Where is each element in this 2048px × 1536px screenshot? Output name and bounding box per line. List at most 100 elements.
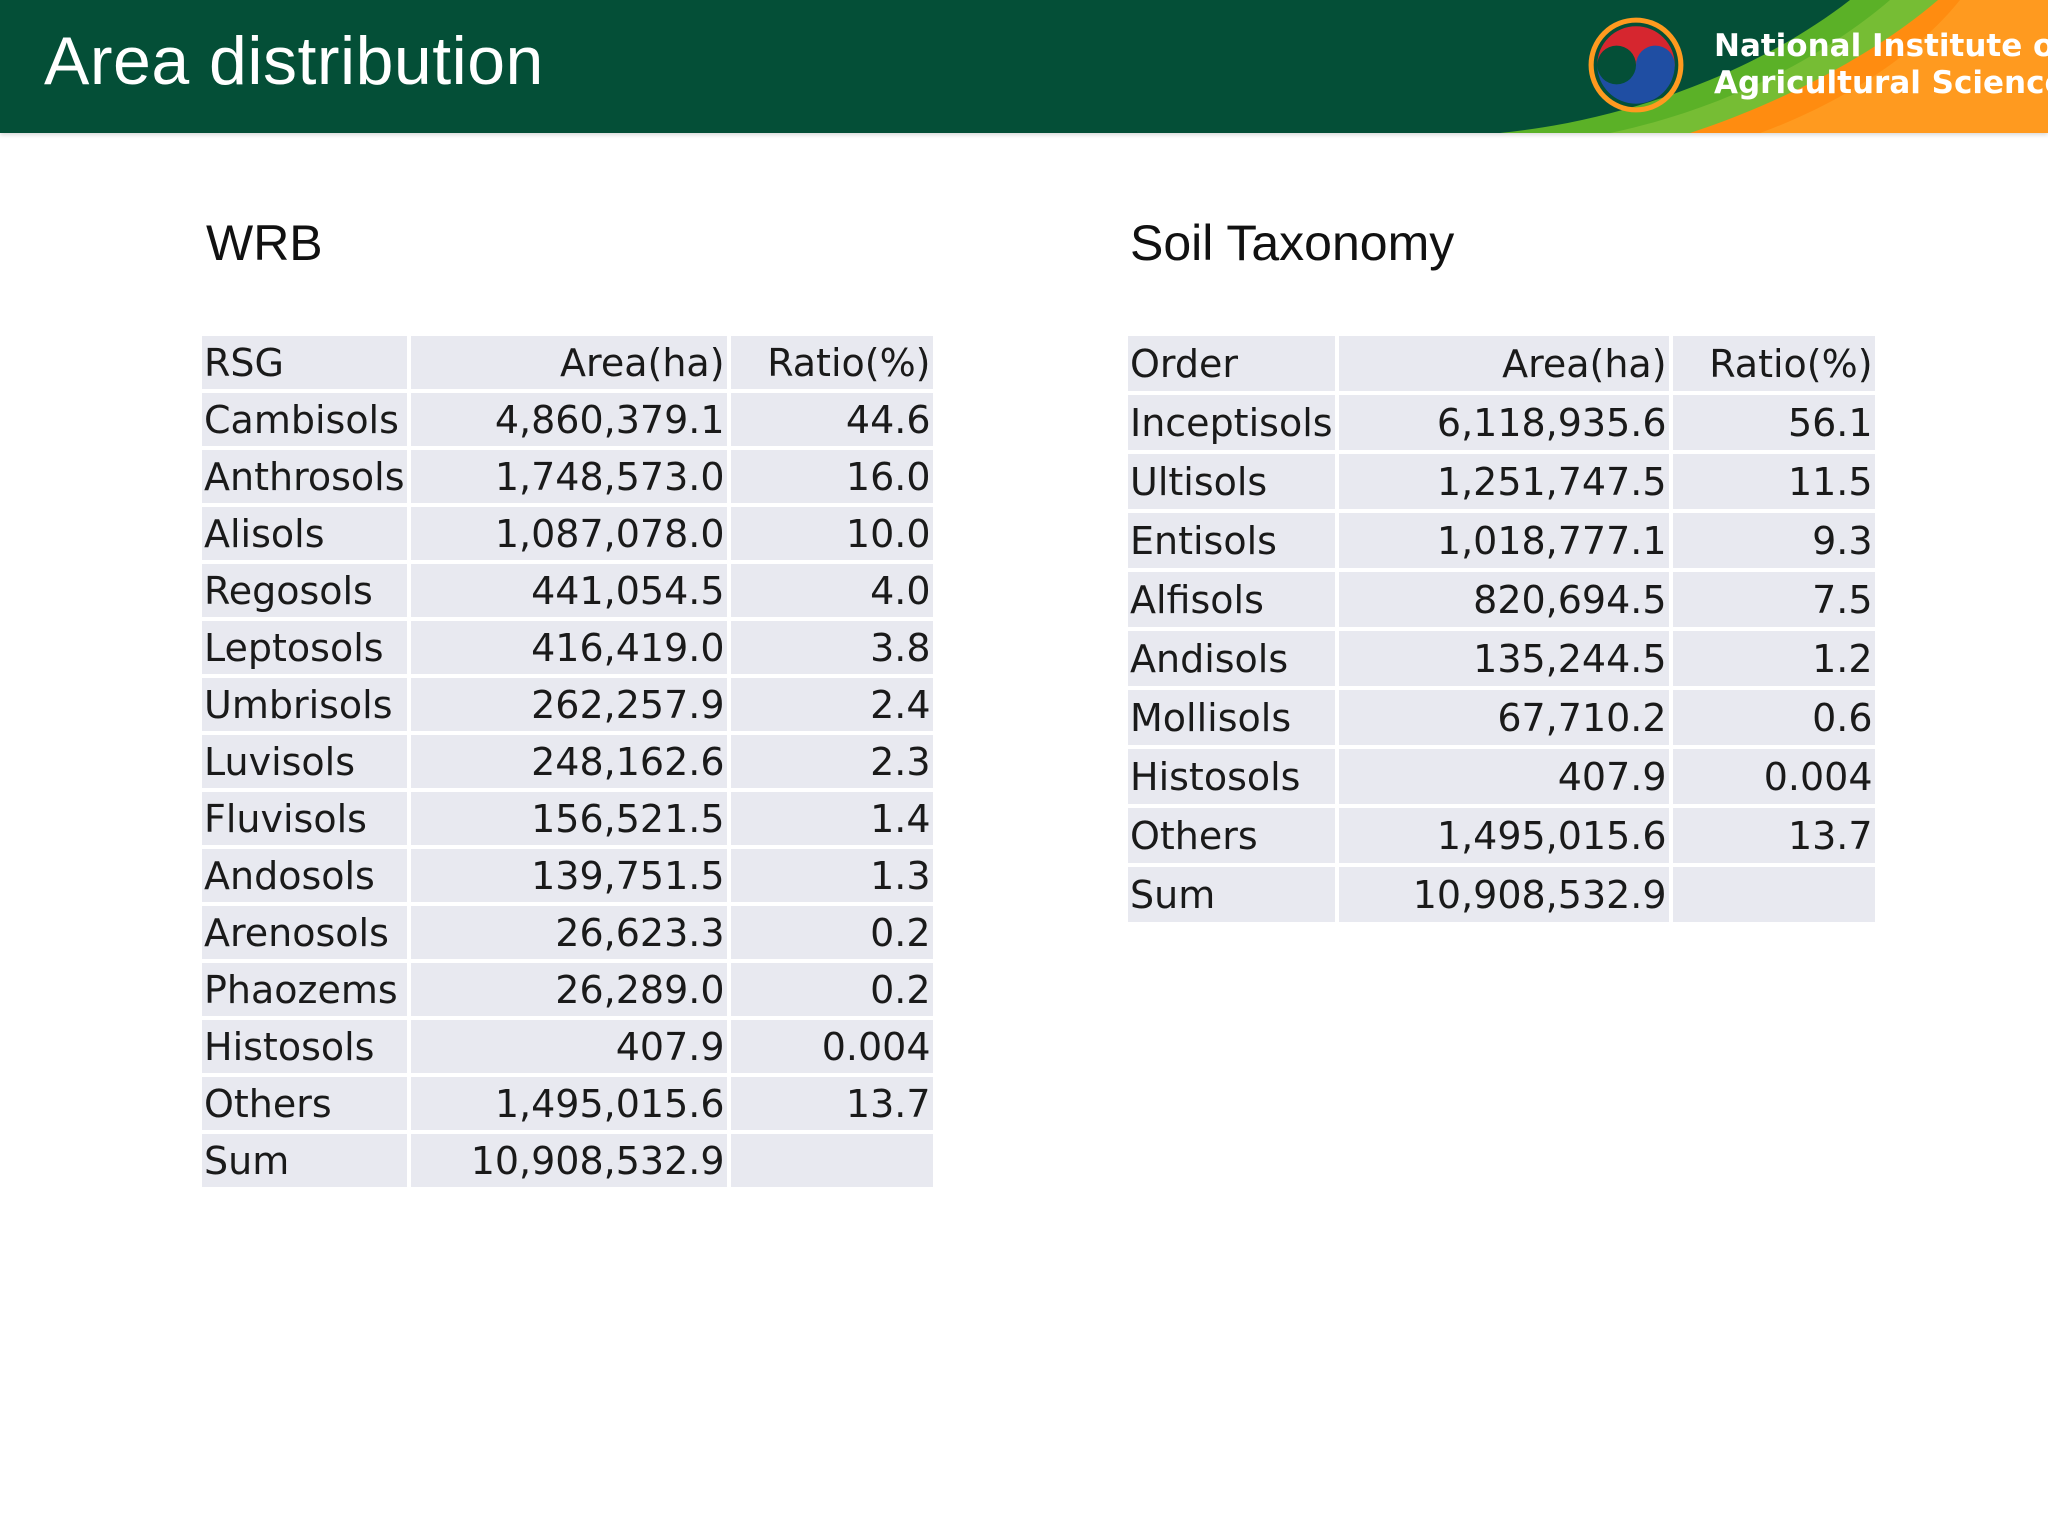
wrb-cell: 1,495,015.6 xyxy=(406,1073,731,1134)
wrb-cell: 4,860,379.1 xyxy=(406,389,731,450)
soil-taxonomy-cell: Others xyxy=(1124,804,1339,867)
wrb-cell: Others xyxy=(198,1073,411,1134)
wrb-cell: 1,087,078.0 xyxy=(406,503,731,564)
soil-taxonomy-cell: 1,251,747.5 xyxy=(1334,450,1673,513)
taegeuk-logo-icon xyxy=(1588,17,1684,113)
wrb-table: RSG Area(ha) Ratio(%) Cambisols 4,860,379.1 4… xyxy=(198,332,937,1191)
wrb-cell: Regosols xyxy=(198,560,411,621)
wrb-cell: Phaozems xyxy=(198,959,411,1020)
wrb-row: Luvisols 248,162.6 2.3 xyxy=(198,731,937,792)
soil-taxonomy-cell: 1.2 xyxy=(1668,627,1879,690)
soil-taxonomy-cell: Mollisols xyxy=(1124,686,1339,749)
wrb-row: Anthrosols 1,748,573.0 16.0 xyxy=(198,446,937,507)
wrb-column-header: Area(ha) xyxy=(406,332,731,393)
soil-taxonomy-cell: 56.1 xyxy=(1668,391,1879,454)
wrb-cell: Cambisols xyxy=(198,389,411,450)
wrb-cell: 248,162.6 xyxy=(406,731,731,792)
soil-taxonomy-cell: Alfisols xyxy=(1124,568,1339,631)
wrb-row: Sum 10,908,532.9 xyxy=(198,1130,937,1191)
soil-taxonomy-cell: 135,244.5 xyxy=(1334,627,1673,690)
wrb-cell: 2.3 xyxy=(726,731,937,792)
wrb-cell: 26,289.0 xyxy=(406,959,731,1020)
wrb-cell: Arenosols xyxy=(198,902,411,963)
wrb-cell: 3.8 xyxy=(726,617,937,678)
soil-taxonomy-cell: Entisols xyxy=(1124,509,1339,572)
soil-taxonomy-cell: 820,694.5 xyxy=(1334,568,1673,631)
wrb-column-header: RSG xyxy=(198,332,411,393)
soil-taxonomy-row: Sum 10,908,532.9 xyxy=(1124,863,1879,926)
wrb-cell: 44.6 xyxy=(726,389,937,450)
wrb-cell: 1.4 xyxy=(726,788,937,849)
wrb-cell: 0.2 xyxy=(726,959,937,1020)
soil-taxonomy-cell: Ultisols xyxy=(1124,450,1339,513)
wrb-row: Alisols 1,087,078.0 10.0 xyxy=(198,503,937,564)
soil-taxonomy-cell: 0.004 xyxy=(1668,745,1879,808)
wrb-cell: Histosols xyxy=(198,1016,411,1077)
wrb-cell: 262,257.9 xyxy=(406,674,731,735)
wrb-cell: 4.0 xyxy=(726,560,937,621)
soil-taxonomy-cell: 9.3 xyxy=(1668,509,1879,572)
wrb-cell: 0.004 xyxy=(726,1016,937,1077)
soil-taxonomy-cell: Histosols xyxy=(1124,745,1339,808)
wrb-cell: 441,054.5 xyxy=(406,560,731,621)
soil-taxonomy-cell: 6,118,935.6 xyxy=(1334,391,1673,454)
wrb-cell: 139,751.5 xyxy=(406,845,731,906)
wrb-section-title: WRB xyxy=(206,215,323,271)
header-swoosh-graphic xyxy=(1500,0,2048,133)
soil-taxonomy-cell: 0.6 xyxy=(1668,686,1879,749)
wrb-row: Fluvisols 156,521.5 1.4 xyxy=(198,788,937,849)
wrb-row: Leptosols 416,419.0 3.8 xyxy=(198,617,937,678)
slide-title: Area distribution xyxy=(44,23,544,99)
soil-taxonomy-header-row: Order Area(ha) Ratio(%) xyxy=(1124,332,1879,395)
wrb-cell: Luvisols xyxy=(198,731,411,792)
wrb-header-row: RSG Area(ha) Ratio(%) xyxy=(198,332,937,393)
wrb-cell: 10.0 xyxy=(726,503,937,564)
wrb-row: Umbrisols 262,257.9 2.4 xyxy=(198,674,937,735)
wrb-row: Histosols 407.9 0.004 xyxy=(198,1016,937,1077)
institute-name-line1: National Institute of xyxy=(1714,28,2048,64)
wrb-cell: 1,748,573.0 xyxy=(406,446,731,507)
soil-taxonomy-cell: 407.9 xyxy=(1334,745,1673,808)
soil-taxonomy-row: Entisols 1,018,777.1 9.3 xyxy=(1124,509,1879,572)
soil-taxonomy-row: Alfisols 820,694.5 7.5 xyxy=(1124,568,1879,631)
wrb-cell: Leptosols xyxy=(198,617,411,678)
wrb-cell: 416,419.0 xyxy=(406,617,731,678)
institute-name-line2: Agricultural Sciences xyxy=(1714,65,2048,101)
wrb-row: Arenosols 26,623.3 0.2 xyxy=(198,902,937,963)
soil-taxonomy-table: Order Area(ha) Ratio(%) Inceptisols 6,118,93… xyxy=(1124,332,1879,926)
institute-name: National Institute of Agricultural Scien… xyxy=(1714,28,2048,102)
wrb-cell: Alisols xyxy=(198,503,411,564)
wrb-cell: 13.7 xyxy=(726,1073,937,1134)
wrb-column-header: Ratio(%) xyxy=(726,332,937,393)
wrb-cell: 10,908,532.9 xyxy=(406,1130,731,1191)
wrb-cell: 2.4 xyxy=(726,674,937,735)
wrb-cell: Sum xyxy=(198,1130,411,1191)
soil-taxonomy-cell: 67,710.2 xyxy=(1334,686,1673,749)
wrb-row: Phaozems 26,289.0 0.2 xyxy=(198,959,937,1020)
soil-taxonomy-cell: 7.5 xyxy=(1668,568,1879,631)
wrb-cell: 26,623.3 xyxy=(406,902,731,963)
soil-taxonomy-row: Histosols 407.9 0.004 xyxy=(1124,745,1879,808)
wrb-cell: 16.0 xyxy=(726,446,937,507)
soil-taxonomy-row: Others 1,495,015.6 13.7 xyxy=(1124,804,1879,867)
soil-taxonomy-row: Mollisols 67,710.2 0.6 xyxy=(1124,686,1879,749)
wrb-cell: Andosols xyxy=(198,845,411,906)
soil-taxonomy-cell: 10,908,532.9 xyxy=(1334,863,1673,926)
soil-taxonomy-cell: 13.7 xyxy=(1668,804,1879,867)
wrb-cell: 0.2 xyxy=(726,902,937,963)
wrb-row: Regosols 441,054.5 4.0 xyxy=(198,560,937,621)
soil-taxonomy-column-header: Area(ha) xyxy=(1334,332,1673,395)
soil-taxonomy-cell xyxy=(1668,863,1879,926)
soil-taxonomy-cell: 1,018,777.1 xyxy=(1334,509,1673,572)
wrb-cell: 1.3 xyxy=(726,845,937,906)
soil-taxonomy-section-title: Soil Taxonomy xyxy=(1130,215,1455,271)
wrb-cell: Umbrisols xyxy=(198,674,411,735)
soil-taxonomy-cell: Sum xyxy=(1124,863,1339,926)
soil-taxonomy-row: Ultisols 1,251,747.5 11.5 xyxy=(1124,450,1879,513)
wrb-row: Andosols 139,751.5 1.3 xyxy=(198,845,937,906)
soil-taxonomy-column-header: Order xyxy=(1124,332,1339,395)
wrb-row: Cambisols 4,860,379.1 44.6 xyxy=(198,389,937,450)
wrb-cell: Anthrosols xyxy=(198,446,411,507)
soil-taxonomy-column-header: Ratio(%) xyxy=(1668,332,1879,395)
soil-taxonomy-row: Andisols 135,244.5 1.2 xyxy=(1124,627,1879,690)
